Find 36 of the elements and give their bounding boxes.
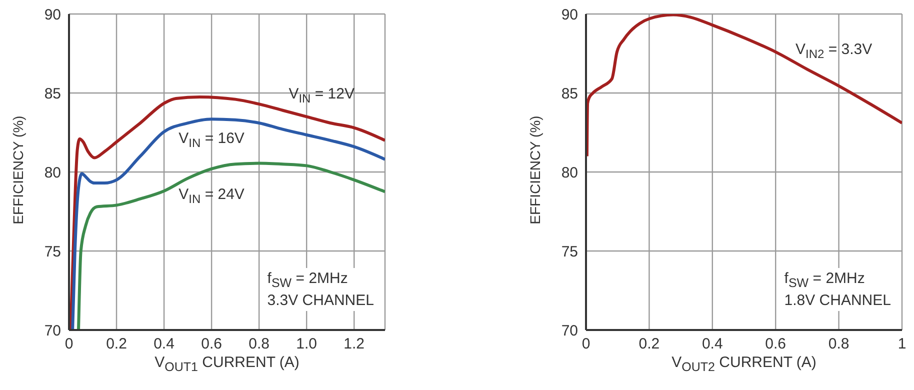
- x-tick-label: 0.2: [106, 336, 127, 353]
- y-axis-title: EFFICIENCY (%): [10, 114, 26, 226]
- line-series: [77, 162, 385, 330]
- x-tick-label: 0.6: [765, 336, 786, 353]
- series-label: V$_{IN}$ = 24V: [178, 186, 244, 206]
- x-tick-label: 0.2: [638, 336, 660, 353]
- y-tick-label: 75: [561, 243, 578, 260]
- series-label: V$_{IN}$ = 16V: [178, 130, 244, 150]
- y-tick-label: 75: [44, 243, 61, 260]
- x-tick-label: 0.6: [201, 336, 222, 353]
- x-axis-title: V$_{OUT1}$ CURRENT (A): [154, 354, 300, 374]
- y-tick-label: 85: [561, 85, 578, 102]
- x-axis-title: V$_{OUT2}$ CURRENT (A): [670, 354, 818, 374]
- annotation: f$_{SW}$ = 2MHz: [267, 270, 349, 292]
- x-tick-label: 1.0: [296, 336, 318, 353]
- y-axis-title: EFFICIENCY (%): [527, 114, 543, 226]
- y-tick-label: 85: [44, 85, 61, 102]
- y-tick-label: 70: [561, 322, 578, 340]
- x-tick-label: 0.8: [248, 336, 270, 353]
- y-tick-label: 80: [44, 164, 61, 182]
- y-tick-label: 90: [561, 6, 578, 24]
- y-tick-label: 80: [561, 164, 578, 182]
- x-tick-label: 0.8: [828, 336, 850, 353]
- annotation: 1.8V CHANNEL: [784, 292, 891, 309]
- y-tick-label: 90: [44, 6, 61, 24]
- x-tick-label: 0: [582, 336, 590, 353]
- x-tick-label: 1.2: [344, 336, 365, 353]
- x-tick-label: 0.4: [154, 336, 174, 353]
- x-tick-label: 0: [64, 336, 74, 353]
- x-tick-label: 0.4: [702, 336, 723, 353]
- series-label: V$_{IN2}$ = 3.3V: [795, 40, 872, 60]
- y-tick-label: 70: [44, 322, 61, 340]
- x-tick-label: 1: [898, 336, 906, 353]
- series-label: V$_{IN}$ = 12V: [288, 86, 354, 106]
- annotation: 3.3V CHANNEL: [267, 292, 374, 309]
- annotation: f$_{SW}$ = 2MHz: [784, 270, 866, 292]
